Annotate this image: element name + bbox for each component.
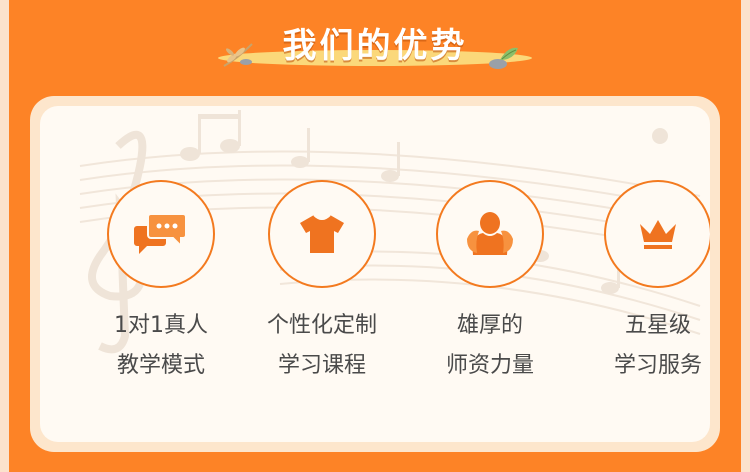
feature-icon-circle <box>436 180 544 288</box>
green-leaf-icon <box>489 47 518 69</box>
feature-label-line1: 雄厚的 <box>456 313 523 338</box>
advantages-card: 1对1真人 教学模式 个性化定制 学习课程 <box>30 96 720 452</box>
feature-label: 五星级 学习服务 <box>578 306 710 386</box>
feature-label: 1对1真人 教学模式 <box>81 306 241 386</box>
feature-icon-circle <box>107 180 215 288</box>
chat-bubbles-icon <box>134 213 187 254</box>
right-border-strip <box>741 0 750 472</box>
feature-label: 雄厚的 师资力量 <box>410 306 570 386</box>
title-ribbon <box>218 50 532 66</box>
feature-item: 1对1真人 教学模式 <box>81 180 241 400</box>
feature-item: 五星级 学习服务 <box>578 180 710 400</box>
feature-label-line2: 师资力量 <box>445 353 534 378</box>
feature-label-line1: 1对1真人 <box>114 313 208 338</box>
feature-item: 雄厚的 师资力量 <box>410 180 570 400</box>
feature-label-line1: 个性化定制 <box>266 313 377 338</box>
feature-label-line2: 学习服务 <box>613 353 702 378</box>
feature-label: 个性化定制 学习课程 <box>242 306 402 386</box>
teacher-icon <box>467 212 513 255</box>
feature-item: 个性化定制 学习课程 <box>242 180 402 400</box>
page-title: 我们的优势 <box>282 26 468 66</box>
advantages-card-inner: 1对1真人 教学模式 个性化定制 学习课程 <box>40 106 710 442</box>
feature-label-line1: 五星级 <box>624 313 691 338</box>
feature-icon-circle <box>268 180 376 288</box>
feature-icon-circle <box>604 180 710 288</box>
tshirt-icon <box>300 214 344 253</box>
feature-label-line2: 学习课程 <box>277 353 366 378</box>
section-header: 我们的优势 <box>0 18 750 74</box>
feature-label-line2: 教学模式 <box>116 353 205 378</box>
crown-icon <box>640 220 676 249</box>
wheat-leaf-icon <box>223 43 253 67</box>
left-border-strip <box>0 0 9 472</box>
